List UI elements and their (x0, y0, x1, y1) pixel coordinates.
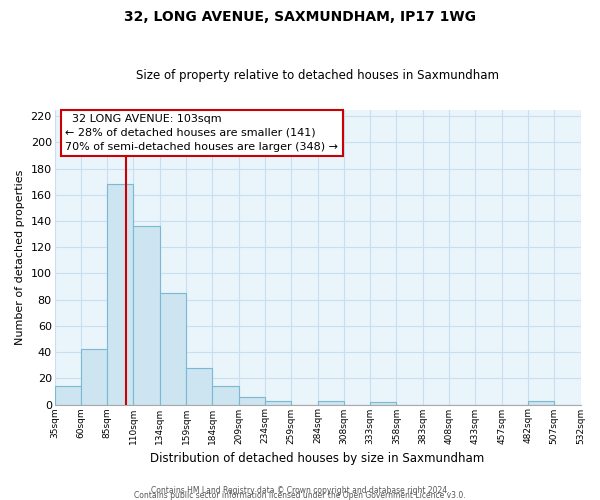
Y-axis label: Number of detached properties: Number of detached properties (15, 170, 25, 344)
Bar (265, 400, 291, 404)
Text: Contains HM Land Registry data © Crown copyright and database right 2024.: Contains HM Land Registry data © Crown c… (151, 486, 449, 495)
Bar (528, 400, 554, 404)
Text: 32 LONG AVENUE: 103sqm
← 28% of detached houses are smaller (141)
70% of semi-de: 32 LONG AVENUE: 103sqm ← 28% of detached… (65, 114, 338, 152)
Bar (133, 226, 160, 404)
Bar (107, 184, 133, 404)
Bar (212, 386, 239, 404)
Bar (81, 350, 107, 405)
Bar (186, 368, 212, 405)
Bar (317, 400, 344, 404)
Bar (160, 293, 186, 405)
Title: Size of property relative to detached houses in Saxmundham: Size of property relative to detached ho… (136, 69, 499, 82)
Text: 32, LONG AVENUE, SAXMUNDHAM, IP17 1WG: 32, LONG AVENUE, SAXMUNDHAM, IP17 1WG (124, 10, 476, 24)
X-axis label: Distribution of detached houses by size in Saxmundham: Distribution of detached houses by size … (151, 452, 485, 465)
Bar (239, 396, 265, 404)
Text: Contains public sector information licensed under the Open Government Licence v3: Contains public sector information licen… (134, 491, 466, 500)
Bar (370, 402, 397, 404)
Bar (55, 386, 81, 404)
